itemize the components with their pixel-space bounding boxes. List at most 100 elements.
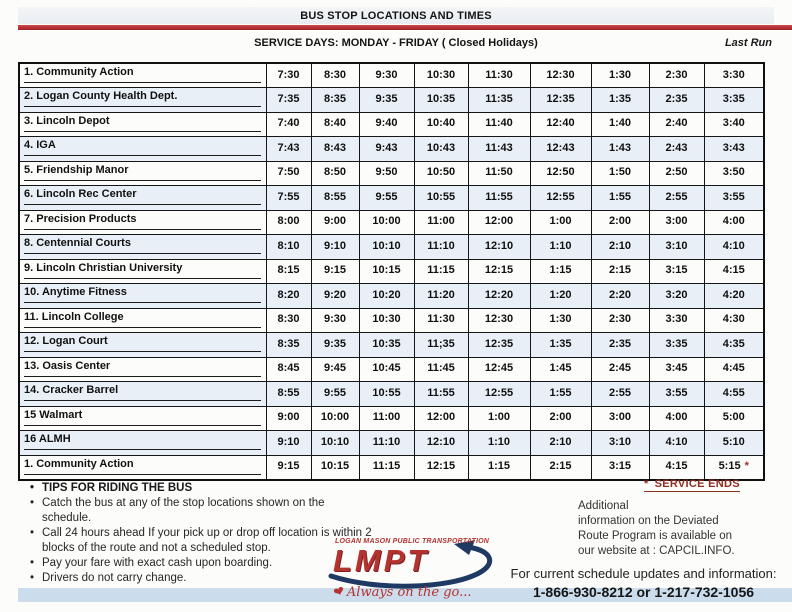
stop-name-cell: 6. Lincoln Rec Center bbox=[18, 185, 267, 211]
time-cell: 2:10 bbox=[529, 430, 592, 456]
time-cell: 8:30 bbox=[265, 307, 312, 333]
time-cell: 10:43 bbox=[413, 136, 469, 162]
stop-name: 3. Lincoln Depot bbox=[24, 115, 261, 132]
stop-name-cell: 2. Logan County Health Dept. bbox=[18, 87, 267, 113]
time-cell: 2:55 bbox=[648, 185, 705, 211]
stop-name: 8. Centennial Courts bbox=[24, 237, 261, 254]
time-cell: 7:35 bbox=[265, 87, 312, 113]
stop-name-cell: 11. Lincoln College bbox=[18, 307, 267, 333]
time-cell: 3:30 bbox=[703, 62, 765, 88]
time-cell: 3:40 bbox=[703, 111, 765, 137]
time-cell: 11:00 bbox=[413, 209, 469, 235]
time-cell: 7:43 bbox=[265, 136, 312, 162]
time-cell: 4:20 bbox=[703, 283, 765, 309]
table-row: 9. Lincoln Christian University 8:15 9:15 1… bbox=[18, 258, 765, 284]
time-cell: 9:55 bbox=[358, 185, 415, 211]
page-title: BUS STOP LOCATIONS AND TIMES bbox=[300, 9, 492, 22]
time-cell: 2:15 bbox=[590, 258, 650, 284]
time-cell: 2:55 bbox=[590, 381, 650, 407]
time-cell: 9:20 bbox=[310, 283, 360, 309]
tagline-swirl-icon: ❤ bbox=[331, 583, 348, 602]
table-row: 14. Cracker Barrel 8:55 9:55 10:55 11:55 12:5… bbox=[18, 381, 765, 407]
last-run-label: Last Run bbox=[724, 37, 772, 49]
time-cell: 1:35 bbox=[590, 87, 650, 113]
time-cell: 11:30 bbox=[413, 307, 469, 333]
time-cell: 10:10 bbox=[310, 430, 360, 456]
table-row: 4. IGA 7:43 8:43 9:43 10:43 11:43 12:43 1:43 2:4… bbox=[18, 136, 765, 162]
stop-name-cell: 12. Logan Court bbox=[18, 332, 267, 358]
stop-name: 11. Lincoln College bbox=[24, 311, 261, 328]
time-cell: 1:30 bbox=[590, 62, 650, 88]
tips-heading: TIPS FOR RIDING THE BUS bbox=[28, 481, 376, 496]
time-cell: 3:45 bbox=[648, 356, 705, 382]
time-cell: 12:20 bbox=[467, 283, 531, 309]
table-row: 6. Lincoln Rec Center 7:55 8:55 9:55 10:55 11… bbox=[18, 185, 765, 211]
time-cell: 9:30 bbox=[310, 307, 360, 333]
time-cell: 9:43 bbox=[358, 136, 415, 162]
time-cell: 4:00 bbox=[703, 209, 765, 235]
time-cell: 11:45 bbox=[413, 356, 469, 382]
time-cell: 2:40 bbox=[648, 111, 705, 137]
time-cell: 4:15 bbox=[703, 258, 765, 284]
time-cell: 3:00 bbox=[648, 209, 705, 235]
stop-name: 7. Precision Products bbox=[24, 213, 261, 230]
time-cell: 7:40 bbox=[265, 111, 312, 137]
time-cell: 8:15 bbox=[265, 258, 312, 284]
stop-name: 13. Oasis Center bbox=[24, 360, 261, 377]
time-cell: 3:10 bbox=[648, 234, 705, 260]
service-days-row: SERVICE DAYS: MONDAY - FRIDAY ( Closed H… bbox=[18, 37, 774, 52]
time-cell: 10:15 bbox=[310, 454, 360, 480]
time-cell: 9:35 bbox=[358, 87, 415, 113]
table-row: 1. Community Action 9:15 10:15 11:15 12:15 1:… bbox=[18, 454, 765, 480]
time-cell: 3:15 bbox=[648, 258, 705, 284]
time-cell: 12:55 bbox=[529, 185, 592, 211]
time-cell: 10:00 bbox=[358, 209, 415, 235]
stop-name-cell: 16 ALMH bbox=[18, 430, 267, 456]
time-cell: 1:45 bbox=[529, 356, 592, 382]
time-cell: 9:15 bbox=[265, 454, 312, 480]
time-cell: 5:10 bbox=[703, 430, 765, 456]
time-cell: 2:30 bbox=[590, 307, 650, 333]
stop-name: 12. Logan Court bbox=[24, 335, 261, 352]
time-cell: 9:10 bbox=[310, 234, 360, 260]
service-ends-label: SERVICE ENDS bbox=[654, 478, 740, 490]
time-cell: 12:10 bbox=[467, 234, 531, 260]
stop-name: 2. Logan County Health Dept. bbox=[24, 90, 261, 107]
time-cell: 5:00 bbox=[703, 405, 765, 431]
time-cell: 4:00 bbox=[648, 405, 705, 431]
time-cell: 10:30 bbox=[358, 307, 415, 333]
time-cell: 12:15 bbox=[467, 258, 531, 284]
service-ends-star: * bbox=[744, 460, 749, 472]
contact-label: For current schedule updates and informa… bbox=[510, 566, 777, 581]
bottom-accent-band bbox=[18, 588, 792, 602]
time-cell: 12:40 bbox=[529, 111, 592, 137]
time-cell: 10:35 bbox=[358, 332, 415, 358]
service-days-label: SERVICE DAYS: MONDAY - FRIDAY ( Closed H… bbox=[254, 37, 538, 49]
stop-name-cell: 8. Centennial Courts bbox=[18, 234, 267, 260]
time-cell: 2:35 bbox=[590, 332, 650, 358]
time-cell: 10:55 bbox=[413, 185, 469, 211]
time-cell: 11:10 bbox=[413, 234, 469, 260]
time-cell: 4:10 bbox=[703, 234, 765, 260]
tips-list: TIPS FOR RIDING THE BUSCatch the bus at … bbox=[28, 481, 376, 586]
table-row: 11. Lincoln College 8:30 9:30 10:30 11:30 12:… bbox=[18, 307, 765, 333]
time-cell: 8:35 bbox=[310, 87, 360, 113]
service-ends-asterisk: * bbox=[644, 478, 649, 490]
time-cell: 12:50 bbox=[529, 160, 592, 186]
stop-name-cell: 1. Community Action bbox=[18, 454, 267, 480]
time-cell: 10:00 bbox=[310, 405, 360, 431]
stop-name: 14. Cracker Barrel bbox=[24, 384, 261, 401]
time-cell: 12:10 bbox=[413, 430, 469, 456]
time-cell: 9:40 bbox=[358, 111, 415, 137]
time-cell: 1:55 bbox=[529, 381, 592, 407]
time-cell: 7:55 bbox=[265, 185, 312, 211]
time-cell: 2:10 bbox=[590, 234, 650, 260]
time-cell: 12:35 bbox=[467, 332, 531, 358]
title-band: BUS STOP LOCATIONS AND TIMES bbox=[18, 7, 774, 24]
lmpt-logo: LOGAN MASON PUBLIC TRANSPORTATION LMPT bbox=[327, 538, 499, 590]
time-cell: 1:20 bbox=[529, 283, 592, 309]
time-cell: 9:50 bbox=[358, 160, 415, 186]
time-cell: 8:40 bbox=[310, 111, 360, 137]
time-cell: 11:15 bbox=[413, 258, 469, 284]
time-cell: 1:15 bbox=[529, 258, 592, 284]
